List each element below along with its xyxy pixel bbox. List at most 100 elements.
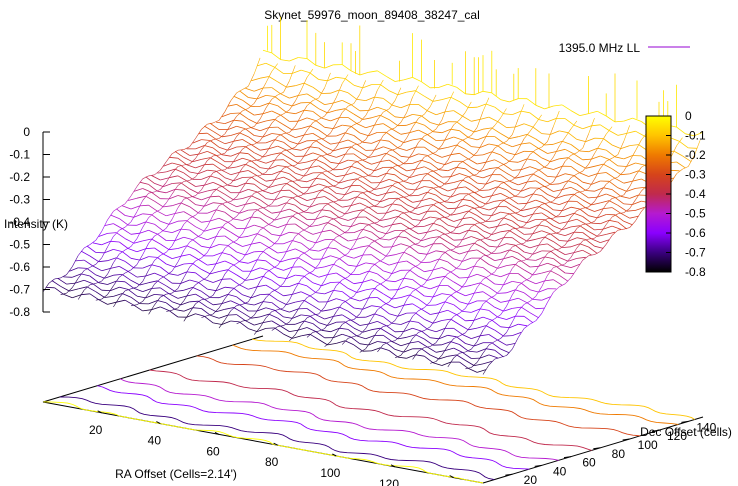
surface-segment [137, 276, 146, 277]
surface-segment [468, 159, 477, 164]
surface-segment [477, 183, 486, 184]
surface-segment [111, 266, 120, 268]
colorbar-tick-label: -0.5 [685, 207, 706, 221]
surface-segment [377, 231, 386, 234]
surface-segment [548, 211, 557, 217]
surface-segment [248, 137, 257, 143]
surface-segment [574, 194, 583, 200]
surface-segment [143, 214, 152, 215]
surface-segment [486, 239, 495, 242]
surface-segment [548, 218, 554, 219]
surface-segment [307, 101, 313, 106]
surface-segment [278, 283, 284, 289]
surface-segment [140, 182, 149, 184]
surface-segment [509, 162, 518, 163]
surface-segment [260, 77, 269, 79]
surface-segment [404, 278, 413, 279]
surface-segment [530, 266, 539, 267]
surface-segment [157, 257, 166, 264]
surface-segment [577, 148, 583, 153]
surface-segment [439, 218, 448, 225]
surface-segment [125, 300, 134, 305]
surface-segment [383, 130, 389, 135]
surface-segment [454, 348, 463, 352]
surface-segment [360, 276, 366, 287]
surface-segment [90, 240, 96, 244]
surface-segment [172, 289, 178, 294]
surface-segment [251, 317, 260, 318]
surface-segment [568, 158, 577, 164]
surface-segment [404, 304, 413, 305]
surface-segment [377, 173, 386, 177]
surface-segment [553, 210, 562, 211]
surface-segment [524, 316, 533, 322]
surface-segment [372, 306, 381, 307]
surface-segment [436, 211, 445, 217]
surface-segment [331, 194, 340, 200]
surface-segment [533, 251, 542, 254]
surface-segment [348, 201, 354, 211]
surface-segment [486, 277, 495, 284]
surface-segment [545, 187, 554, 192]
surface-segment [278, 203, 287, 206]
surface-segment [603, 139, 612, 146]
surface-segment [571, 166, 580, 173]
surface-segment [316, 141, 325, 147]
surface-segment [595, 168, 601, 179]
surface-segment [357, 197, 366, 200]
surface-segment [577, 257, 586, 258]
surface-segment [269, 248, 278, 254]
surface-segment [339, 236, 348, 241]
surface-segment [325, 147, 334, 151]
surface-segment [504, 336, 513, 337]
surface-segment [316, 65, 325, 68]
surface-segment [313, 190, 322, 193]
surface-segment [263, 191, 272, 194]
surface-segment [571, 226, 580, 227]
surface-segment [463, 285, 472, 287]
surface-segment [111, 241, 120, 242]
surface-segment [377, 342, 386, 343]
surface-segment [357, 161, 366, 168]
surface-segment [521, 143, 530, 144]
surface-segment [304, 300, 313, 305]
surface-segment [102, 220, 108, 232]
surface-segment [398, 166, 407, 171]
surface-segment [521, 111, 530, 113]
surface-segment [530, 313, 539, 318]
surface-segment [307, 240, 316, 243]
surface-segment [166, 173, 172, 183]
surface-segment [257, 234, 266, 238]
surface-segment [245, 164, 254, 168]
surface-segment [310, 316, 319, 323]
contour-line [197, 356, 640, 436]
surface-segment [204, 126, 213, 131]
surface-segment [562, 207, 571, 211]
surface-segment [360, 203, 369, 207]
surface-segment [143, 189, 152, 193]
surface-segment [342, 166, 351, 169]
surface-segment [463, 161, 472, 167]
surface-segment [489, 246, 498, 247]
surface-segment [539, 170, 548, 177]
surface-segment [375, 241, 384, 247]
z-tick-label: -0.3 [9, 193, 30, 207]
surface-segment [498, 187, 507, 190]
surface-segment [624, 181, 633, 183]
surface-segment [597, 111, 606, 116]
surface-segment [310, 225, 319, 227]
surface-segment [307, 94, 316, 99]
surface-segment [627, 210, 636, 211]
surface-segment [401, 156, 410, 157]
surface-segment [542, 213, 551, 219]
surface-segment [433, 171, 442, 177]
surface-segment [342, 186, 351, 189]
surface-segment [87, 268, 96, 275]
surface-segment [336, 299, 345, 302]
surface-segment [228, 222, 237, 228]
surface-segment [269, 294, 278, 300]
surface-segment [213, 203, 222, 204]
surface-segment [336, 77, 345, 78]
surface-segment [199, 260, 208, 266]
surface-segment [298, 58, 307, 59]
